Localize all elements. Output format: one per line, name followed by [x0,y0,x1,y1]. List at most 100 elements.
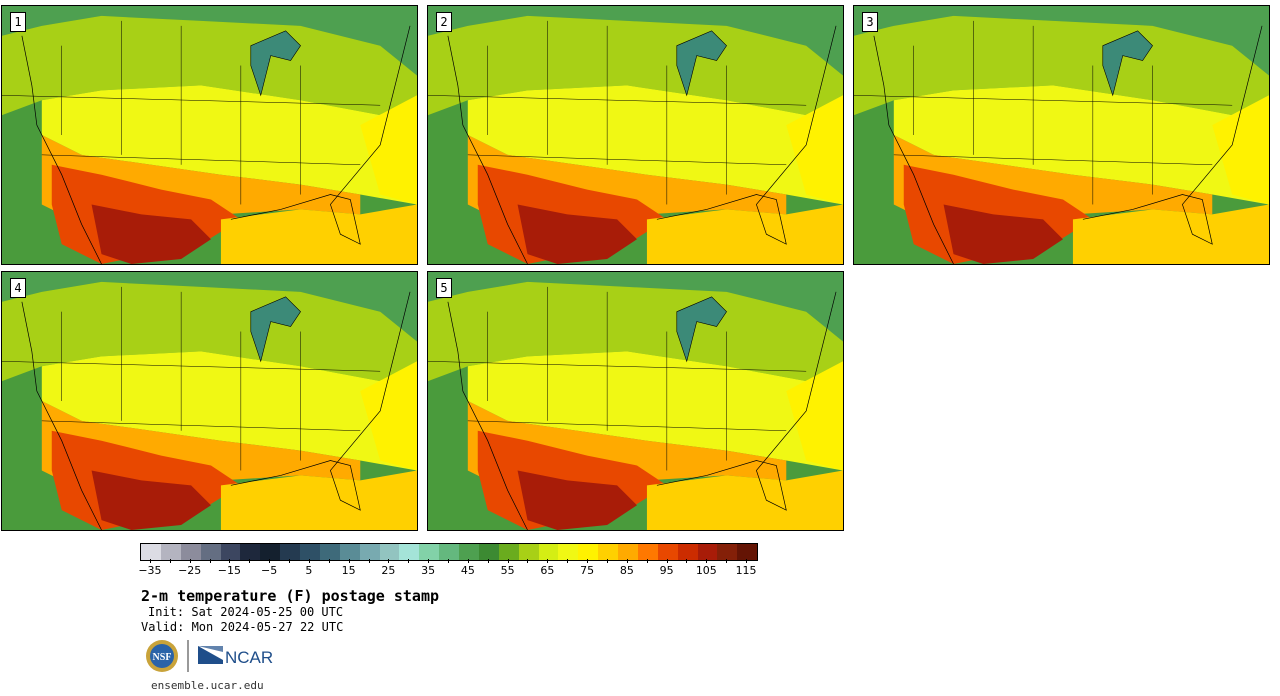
temperature-band [854,15,1269,126]
colorbar-swatch [598,544,618,560]
temperature-band [428,281,843,392]
colorbar-swatch [220,544,241,560]
colorbar-tick-label: 95 [659,564,674,577]
state-border [467,420,787,432]
great-lakes [1102,30,1153,97]
state-border [2,95,381,106]
colorbar-swatch [260,544,281,560]
state-border [893,154,1213,166]
temperature-band [2,6,417,76]
colorbar-swatch [160,544,181,560]
colorbar-swatch [200,544,221,560]
colorbar-tick [229,559,231,563]
panel-label: 5 [436,278,452,298]
temperature-band [467,351,843,471]
colorbar-swatch [280,544,300,560]
svg-text:NCAR: NCAR [225,648,273,667]
great-lakes [676,296,727,363]
map-panel-2: 2 [427,5,844,265]
coastline [447,301,528,530]
colorbar-tick-label: −25 [178,564,202,577]
colorbar-swatch [538,544,559,560]
ncar-logo: NCAR [198,646,273,667]
colorbar-tick [547,559,549,563]
colorbar-swatch [578,544,599,560]
colorbar-tick [606,559,608,563]
gulf-water [1072,204,1269,264]
colorbar-swatch [618,544,638,560]
temperature-band [943,204,1063,264]
colorbar-tick [467,559,469,563]
colorbar-ticks: −35 −25 −15 −5 5 15 25 35 45 55 65 75 85 95 105 115 [138,559,757,583]
great-lakes [250,30,301,97]
colorbar-tick-label: 75 [580,564,595,577]
colorbar-swatch [518,544,539,560]
colorbar-tick [368,559,370,563]
great-lakes [250,296,301,363]
state-border [467,154,787,166]
colorbar-tick-label: −35 [138,564,162,577]
coastline [656,25,837,245]
colorbar-tick-label: −15 [217,564,242,577]
panel-label: 1 [10,12,26,32]
nsf-logo: NSF [146,640,178,672]
colorbar-tick [428,559,430,563]
colorbar-swatch [339,544,360,560]
colorbar-tick [408,559,410,563]
website-link[interactable]: ensemble.ucar.edu [151,679,264,692]
map-panel-4: 4 [1,271,418,531]
colorbar-swatch [657,544,678,560]
temperature-band [91,204,211,264]
temperature-band [41,85,417,205]
coastline [21,35,102,264]
colorbar-tick [726,559,728,563]
colorbar-tick [448,559,449,563]
map-panel-3: 3 [853,5,1270,265]
colorbar-swatch [319,544,340,560]
colorbar-swatch [637,544,658,560]
map-panel-5: 5 [427,271,844,531]
colorbar-tick [507,559,509,563]
temperature-band [854,6,1269,76]
gulf-water [220,204,417,264]
atlantic-water [786,95,843,205]
coastline [1082,25,1263,245]
colorbar-tick [308,559,310,563]
colorbar-swatch [697,544,718,560]
colorbar-tick-label: 55 [500,564,515,577]
colorbar-swatch [498,544,519,560]
colorbar-swatch [717,544,738,560]
colorbar-tick [746,559,748,563]
atlantic-water [786,361,843,471]
temperature-band [2,281,417,392]
colorbar-swatch [478,544,499,560]
coastline [656,291,837,511]
colorbar-tick [666,559,668,563]
colorbar-tick-label: 115 [735,564,757,577]
colorbar-tick [169,559,171,563]
colorbar-swatch [459,544,479,560]
state-border [428,95,807,106]
temperature-band [428,6,843,76]
gulf-water [646,204,843,264]
colorbar-swatch [300,544,320,560]
great-lakes [676,30,727,97]
temperature-band [41,351,417,471]
colorbar-tick [487,559,489,563]
atlantic-water [1212,95,1269,205]
colorbar-tick-label: 25 [381,564,396,577]
logos: NSF NCAR [145,638,275,674]
gulf-water [646,470,843,530]
colorbar-tick [189,559,191,563]
panel-label: 3 [862,12,878,32]
coastline [447,35,528,264]
colorbar-tick-label: 85 [619,564,634,577]
temperature-band [91,470,211,530]
colorbar-tick-label: 5 [305,564,313,577]
colorbar-swatch [439,544,459,560]
atlantic-water [360,361,417,471]
colorbar-tick-label: 65 [540,564,555,577]
state-border [2,361,381,372]
colorbar-tick-label: 105 [695,564,717,577]
atlantic-water [360,95,417,205]
